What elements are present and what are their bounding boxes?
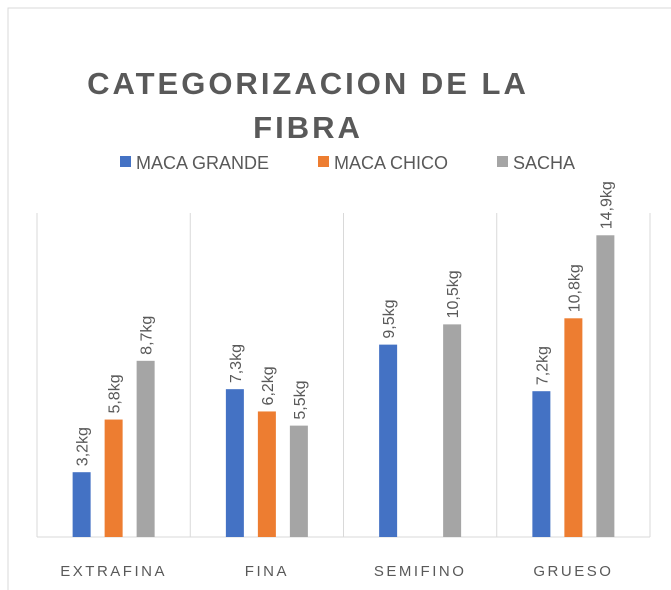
bar xyxy=(257,411,276,537)
chart-border xyxy=(7,7,671,590)
legend-swatch xyxy=(318,156,329,167)
data-label: 10,8kg xyxy=(566,264,583,312)
data-label: 5,8kg xyxy=(107,374,124,413)
bar xyxy=(225,389,244,537)
bar xyxy=(104,419,123,537)
data-label: 8,7kg xyxy=(139,316,156,355)
data-label: 6,2kg xyxy=(260,366,277,405)
legend-label: MACA GRANDE xyxy=(136,153,269,173)
x-tick-label: FINA xyxy=(245,563,289,580)
data-label: 10,5kg xyxy=(445,270,462,318)
bar xyxy=(564,318,583,537)
legend-swatch xyxy=(120,156,131,167)
data-label: 3,2kg xyxy=(75,427,92,466)
x-tick-label: SEMIFINO xyxy=(374,563,467,580)
bar xyxy=(72,472,91,537)
legend-swatch xyxy=(497,156,508,167)
bar xyxy=(379,344,398,537)
legend-label: SACHA xyxy=(513,153,575,173)
bar xyxy=(532,391,551,537)
bar xyxy=(596,235,615,537)
data-label: 7,2kg xyxy=(534,346,551,385)
x-tick-label: EXTRAFINA xyxy=(60,563,167,580)
data-label: 7,3kg xyxy=(228,344,245,383)
x-tick-label: GRUESO xyxy=(533,563,613,580)
bar xyxy=(443,324,462,537)
data-label: 9,5kg xyxy=(381,299,398,338)
chart-title: CATEGORIZACION DE LA FIBRA xyxy=(87,66,529,145)
bar xyxy=(289,425,308,537)
data-label: 14,9kg xyxy=(598,181,615,229)
legend-label: MACA CHICO xyxy=(334,153,448,173)
data-label: 5,5kg xyxy=(292,380,309,419)
bar xyxy=(136,360,155,537)
